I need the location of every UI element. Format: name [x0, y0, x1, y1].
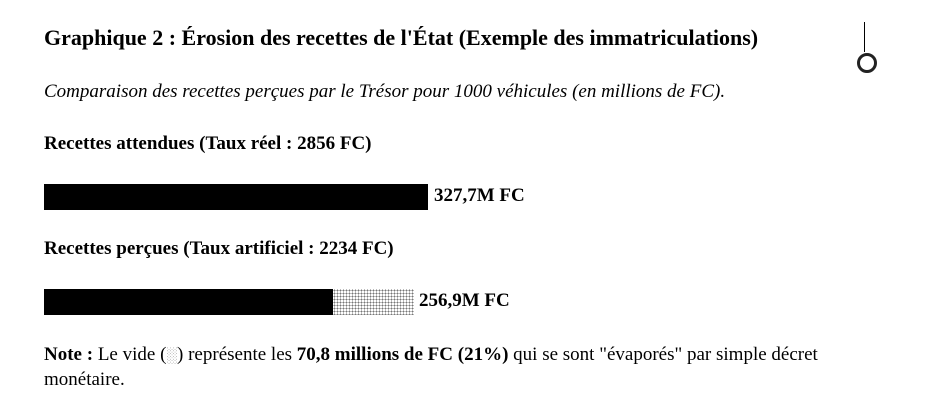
bar-value-received: 256,9M FC	[419, 290, 510, 311]
note-text: ) représente les	[177, 344, 297, 365]
document-title: Graphique 2 : Érosion des recettes de l'…	[44, 25, 759, 50]
document-subtitle: Comparaison des recettes perçues par le …	[44, 81, 726, 102]
bar-expected	[44, 184, 428, 210]
note-paragraph: Note : Le vide (░) représente les 70,8 m…	[44, 343, 884, 392]
note-bold-amount: 70,8 millions de FC (21%)	[296, 344, 509, 365]
note-label: Note :	[44, 344, 94, 365]
bar-gap-evaporated	[333, 289, 414, 315]
bar-heading-received: Recettes perçues (Taux artificiel : 2234…	[44, 238, 394, 259]
bar-value-expected: 327,7M FC	[434, 185, 525, 206]
bar-heading-expected: Recettes attendues (Taux réel : 2856 FC)	[44, 133, 372, 154]
note-text: qui se sont "évaporés" par simple décret…	[44, 344, 818, 390]
dotted-pattern-icon: ░	[166, 348, 178, 364]
cursor-handle-icon[interactable]	[857, 53, 877, 73]
text-cursor	[864, 22, 865, 52]
bar-received	[44, 289, 333, 315]
note-text: Le vide (	[93, 344, 167, 365]
